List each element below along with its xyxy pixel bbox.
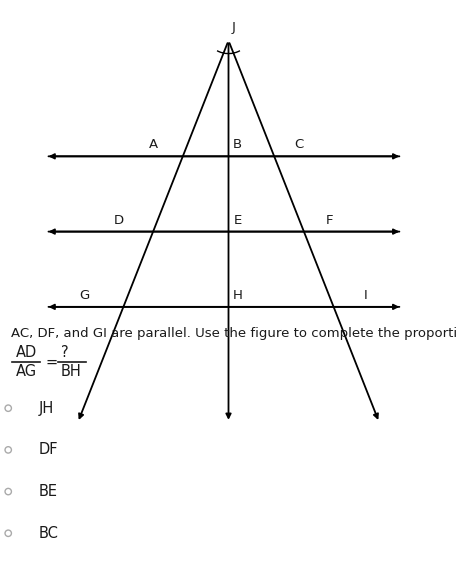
Text: B: B [233, 138, 242, 151]
Text: C: C [295, 138, 304, 151]
Text: D: D [114, 214, 124, 227]
Text: I: I [364, 290, 367, 302]
Text: BH: BH [61, 364, 81, 379]
Text: BE: BE [39, 484, 58, 499]
Text: F: F [325, 214, 333, 227]
Text: G: G [80, 290, 90, 302]
Text: AD: AD [16, 345, 37, 360]
Text: AC, DF, and GI are parallel. Use the figure to complete the proportion.: AC, DF, and GI are parallel. Use the fig… [11, 327, 457, 340]
Text: ?: ? [61, 345, 69, 360]
Text: AG: AG [16, 364, 37, 379]
Text: H: H [233, 290, 243, 302]
Text: BC: BC [39, 526, 58, 541]
Text: =: = [46, 354, 58, 369]
Text: JH: JH [39, 401, 54, 416]
Text: A: A [149, 138, 158, 151]
Text: E: E [234, 214, 242, 227]
Text: J: J [231, 21, 235, 34]
Text: DF: DF [39, 442, 58, 457]
